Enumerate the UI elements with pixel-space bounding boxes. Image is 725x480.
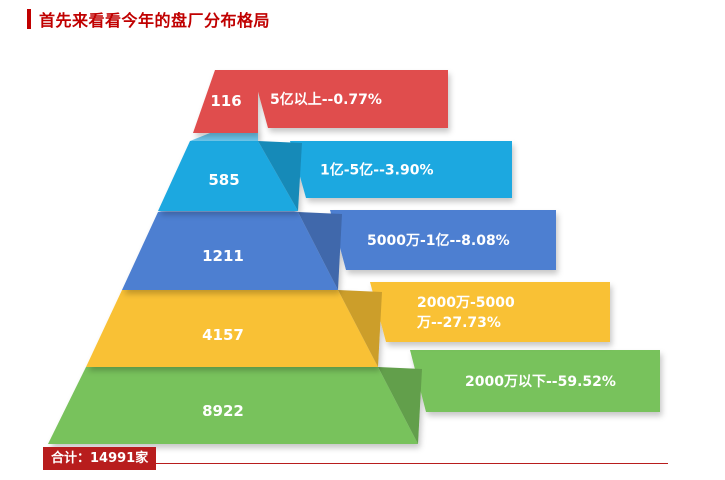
- tier-banner: [252, 70, 448, 128]
- tier-front-face: [158, 141, 298, 211]
- tier-range-label: 2000万-5000: [417, 295, 515, 311]
- tier-count-label: 116: [210, 92, 241, 110]
- pyramid-tier-1: [193, 70, 448, 133]
- tier-count-label: 1211: [202, 247, 244, 265]
- tier-front-face: [86, 290, 378, 367]
- tier-front-face: [48, 367, 418, 444]
- page-heading: 首先来看看今年的盘厂分布格局: [27, 8, 270, 30]
- tier-side-face: [258, 141, 302, 211]
- pyramid-tier-2: [158, 131, 512, 211]
- tier-front-face: [193, 70, 258, 133]
- tier-side-face: [338, 290, 382, 367]
- tier-count-label: 8922: [202, 402, 244, 420]
- total-badge: 合计：14991家: [43, 447, 157, 470]
- tier-count-label: 4157: [202, 326, 244, 344]
- tier-side-face: [298, 212, 342, 290]
- tier-banner: [410, 350, 660, 412]
- tier-range-label: 万--27.73%: [416, 315, 501, 331]
- tier-banner: [290, 141, 512, 198]
- tier-front-face: [122, 212, 338, 290]
- page-title: 首先来看看今年的盘厂分布格局: [39, 11, 271, 30]
- tier-banner: [330, 210, 556, 270]
- tier-range-label: 5亿以上--0.77%: [270, 91, 382, 108]
- pyramid-tier-3: [122, 202, 556, 290]
- tier-banner: [370, 282, 610, 342]
- heading-accent-bar: [27, 9, 31, 29]
- total-underline: [43, 463, 668, 464]
- tier-top-face: [190, 131, 258, 141]
- tier-count-label: 585: [208, 171, 239, 189]
- tier-range-label: 5000万-1亿--8.08%: [367, 232, 510, 249]
- tier-side-face: [378, 367, 422, 444]
- tier-range-label: 1亿-5亿--3.90%: [320, 162, 433, 179]
- tier-range-label: 2000万以下--59.52%: [465, 374, 616, 390]
